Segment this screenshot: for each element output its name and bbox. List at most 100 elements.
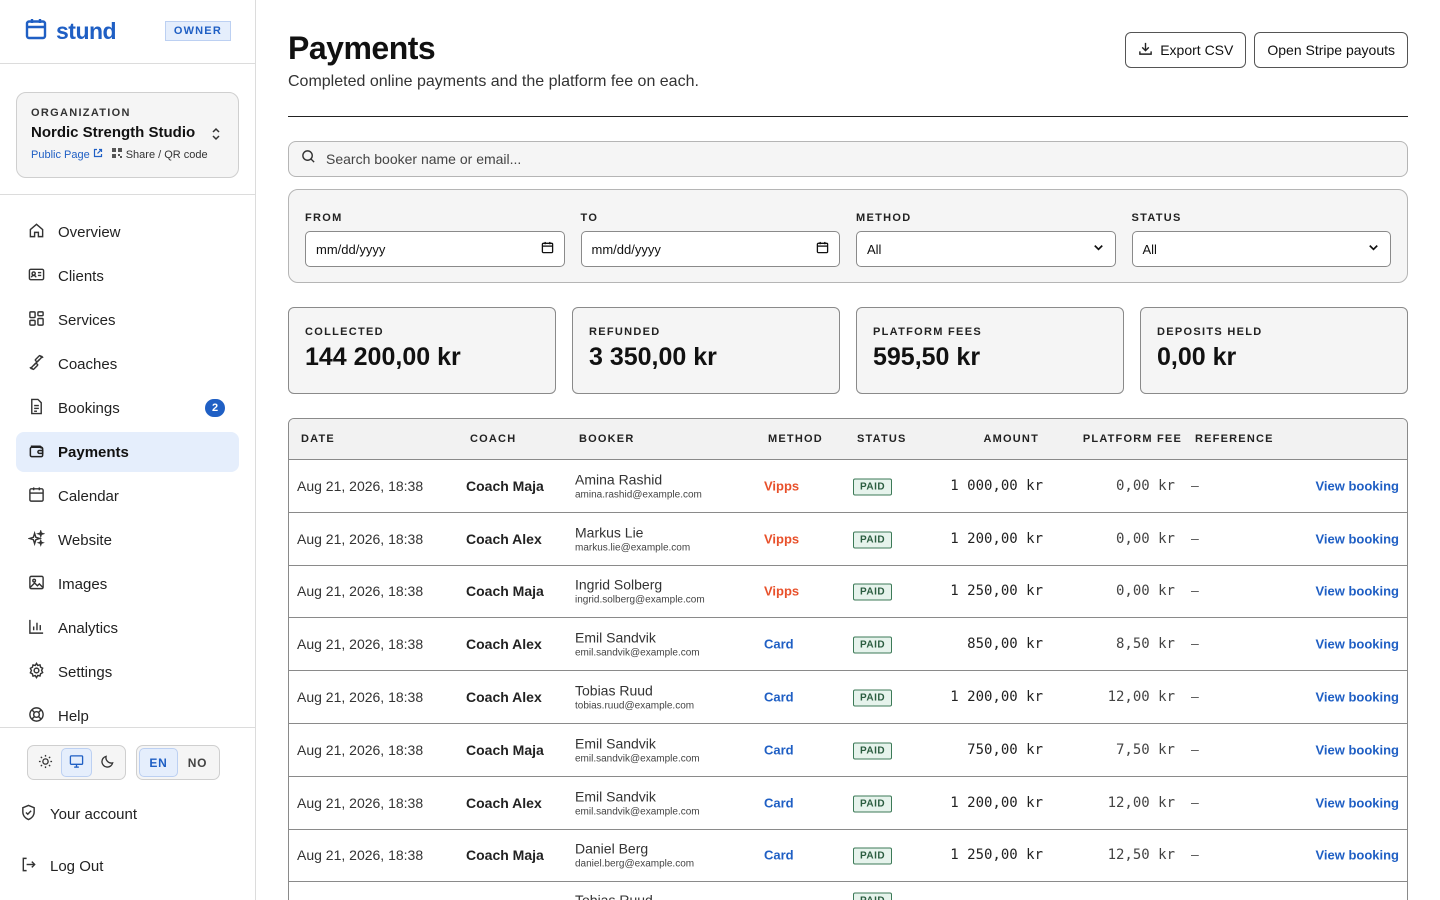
view-booking-link[interactable]: View booking <box>1315 583 1399 599</box>
open-stripe-payouts-button[interactable]: Open Stripe payouts <box>1254 32 1408 68</box>
view-booking-link[interactable]: View booking <box>1315 847 1399 863</box>
booker-email: tobias.ruud@example.com <box>575 700 695 712</box>
export-csv-label: Export CSV <box>1160 42 1234 58</box>
payment-date: Aug 21, 2026, 18:38 <box>297 636 424 653</box>
monitor-icon <box>69 754 84 772</box>
to-date-input[interactable]: mm/dd/yyyy <box>580 231 840 267</box>
table-row: Tobias Ruud PAID <box>289 882 1407 900</box>
stat-deposits-held: DEPOSITS HELD 0,00 kr <box>1140 307 1408 394</box>
method-select[interactable]: All <box>856 231 1116 267</box>
status-badge: PAID <box>853 478 893 496</box>
document-icon <box>28 398 58 419</box>
payment-amount: 1 200,00 kr <box>950 689 1043 706</box>
column-header-coach[interactable]: COACH <box>470 433 517 445</box>
column-header-amount[interactable]: AMOUNT <box>983 433 1039 445</box>
booker-cell: Ingrid Solberg ingrid.solberg@example.com <box>575 577 705 606</box>
status-select[interactable]: All <box>1131 231 1391 267</box>
payment-method: Card <box>764 742 794 758</box>
from-date-input[interactable]: mm/dd/yyyy <box>305 231 565 267</box>
column-header-booker[interactable]: BOOKER <box>579 433 635 445</box>
column-header-reference[interactable]: REFERENCE <box>1195 433 1274 445</box>
payment-reference: – <box>1191 793 1199 810</box>
payment-method: Card <box>764 847 794 863</box>
search-input[interactable] <box>326 151 1326 167</box>
sidebar-item-images[interactable]: Images <box>16 564 239 604</box>
booker-name: Tobias Ruud <box>575 682 653 699</box>
sidebar-item-overview[interactable]: Overview <box>16 212 239 252</box>
sidebar-item-label: Payments <box>58 443 129 461</box>
view-booking-link[interactable]: View booking <box>1315 636 1399 652</box>
calendar-logo-icon <box>24 17 48 46</box>
booker-name: Markus Lie <box>575 524 644 541</box>
column-header-platform-fee[interactable]: PLATFORM FEE <box>1082 433 1182 445</box>
booker-cell: Tobias Ruud <box>575 892 653 900</box>
payment-reference: – <box>1191 846 1199 863</box>
sidebar-item-services[interactable]: Services <box>16 300 239 340</box>
public-page-link[interactable]: Public Page <box>31 148 103 161</box>
coach-name: Coach Alex <box>466 689 542 706</box>
status-badge: PAID <box>853 583 893 601</box>
payment-date: Aug 21, 2026, 18:38 <box>297 530 424 547</box>
share-qr-link[interactable]: Share / QR code <box>111 148 208 161</box>
sidebar-item-website[interactable]: Website <box>16 520 239 560</box>
table-row: Aug 21, 2026, 18:38 Coach Maja Amina Rashi… <box>289 460 1407 513</box>
organization-switcher[interactable]: ORGANIZATION Nordic Strength Studio Publ… <box>16 92 239 178</box>
column-header-date[interactable]: DATE <box>301 433 335 445</box>
sidebar-item-help[interactable]: Help <box>16 696 239 736</box>
sidebar-item-calendar[interactable]: Calendar <box>16 476 239 516</box>
filter-status-label: STATUS <box>1131 212 1182 224</box>
payment-method: Vipps <box>764 531 800 547</box>
language-en-button[interactable]: EN <box>139 748 178 777</box>
platform-fee: 12,50 kr <box>1107 847 1175 864</box>
sidebar-item-label: Bookings <box>58 399 120 417</box>
sparkle-icon <box>27 528 58 551</box>
system-theme-button[interactable] <box>61 748 92 777</box>
sidebar-item-label: Clients <box>58 267 104 285</box>
status-cell: PAID <box>853 688 893 707</box>
view-booking-link[interactable]: View booking <box>1315 689 1399 705</box>
logout-link[interactable]: Log Out <box>16 846 228 886</box>
view-booking-link[interactable]: View booking <box>1315 531 1399 547</box>
payment-method: Card <box>764 636 794 652</box>
language-no-button[interactable]: NO <box>178 748 217 777</box>
sidebar-item-settings[interactable]: Settings <box>16 652 239 692</box>
booker-name: Tobias Ruud <box>575 892 653 900</box>
download-icon <box>1138 41 1153 59</box>
sidebar-item-analytics[interactable]: Analytics <box>16 608 239 648</box>
table-body: Aug 21, 2026, 18:38 Coach Maja Amina Rashi… <box>289 460 1407 900</box>
sidebar-item-clients[interactable]: Clients <box>16 256 239 296</box>
method-select-value: All <box>867 241 882 257</box>
your-account-link[interactable]: Your account <box>16 794 228 834</box>
dark-theme-button[interactable] <box>92 748 123 777</box>
view-booking-link[interactable]: View booking <box>1315 795 1399 811</box>
column-header-status[interactable]: STATUS <box>857 433 907 445</box>
status-select-value: All <box>1142 241 1157 257</box>
sidebar-item-payments[interactable]: Payments <box>16 432 239 472</box>
status-badge: PAID <box>853 531 893 549</box>
status-badge: PAID <box>853 892 893 900</box>
sidebar-item-label: Overview <box>58 223 121 241</box>
view-booking-link[interactable]: View booking <box>1315 478 1399 494</box>
filter-method-label: METHOD <box>856 212 912 224</box>
export-csv-button[interactable]: Export CSV <box>1125 32 1247 68</box>
stat-label: DEPOSITS HELD <box>1157 326 1263 338</box>
light-theme-button[interactable] <box>30 748 61 777</box>
booker-cell: Amina Rashid amina.rashid@example.com <box>575 471 702 500</box>
sidebar-item-bookings[interactable]: Bookings 2 <box>16 388 239 428</box>
table-header: DATE COACH BOOKER METHOD STATUS AMOUNT P… <box>289 419 1407 460</box>
status-badge: PAID <box>853 689 893 707</box>
stat-label: COLLECTED <box>305 326 384 338</box>
column-header-method[interactable]: METHOD <box>768 433 823 445</box>
view-booking-link[interactable]: View booking <box>1315 742 1399 758</box>
payment-reference: – <box>1191 688 1199 705</box>
payment-reference: – <box>1191 740 1199 757</box>
coach-name: Coach Alex <box>466 530 542 547</box>
sidebar-item-coaches[interactable]: Coaches <box>16 344 239 384</box>
platform-fee: 8,50 kr <box>1115 636 1175 653</box>
payment-reference: – <box>1191 582 1199 599</box>
sidebar-item-label: Website <box>58 531 112 549</box>
header-divider <box>288 116 1408 117</box>
brand-logo[interactable]: stund <box>24 17 117 46</box>
booker-email: emil.sandvik@example.com <box>575 806 700 818</box>
image-icon <box>28 574 58 595</box>
